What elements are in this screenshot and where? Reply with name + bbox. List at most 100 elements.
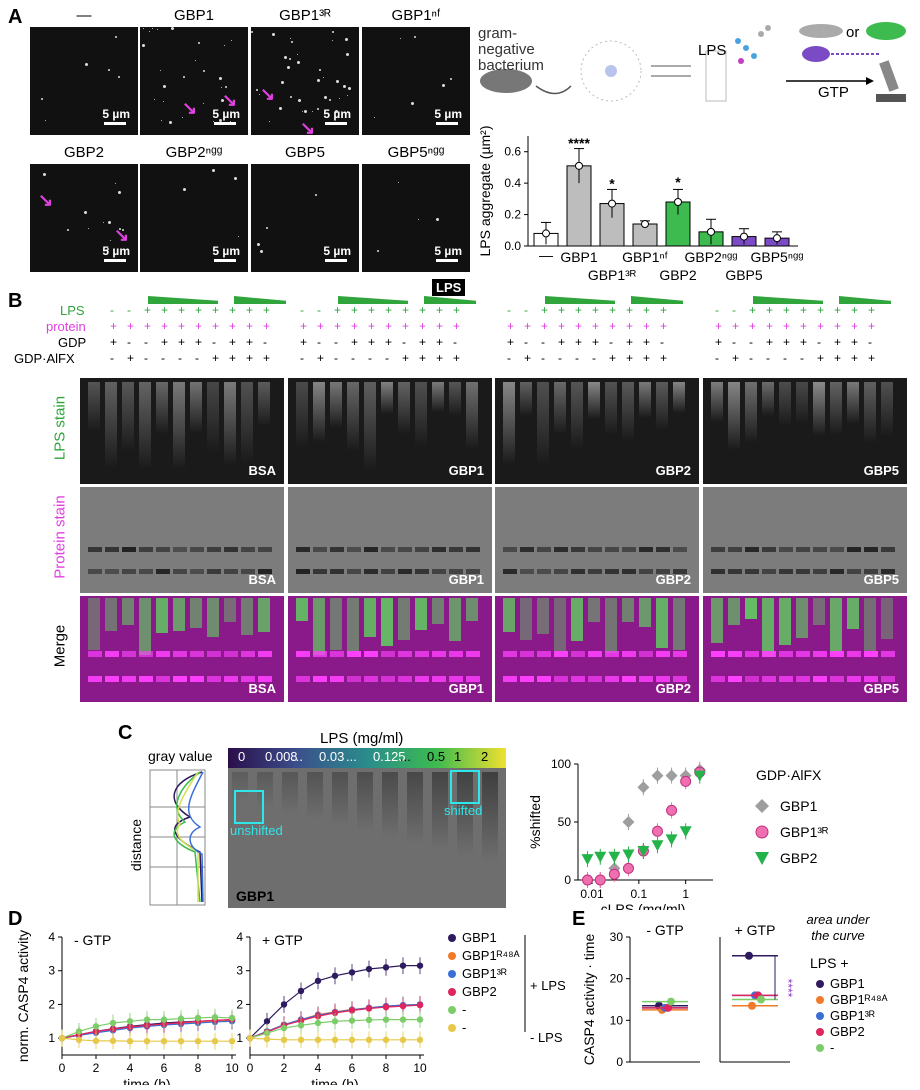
- x-tick-label: —: [539, 247, 553, 263]
- lane-symbol: +: [715, 335, 723, 349]
- scale-bar: [104, 122, 126, 125]
- data-point: [773, 234, 781, 243]
- data-point: [622, 816, 635, 828]
- micrograph-image: 5 µm: [30, 164, 138, 272]
- lane-symbol: -: [212, 335, 216, 349]
- lane-symbol: -: [263, 335, 267, 349]
- gel-band: [190, 651, 204, 657]
- gel-lane: [207, 598, 219, 637]
- gel-band: [588, 547, 602, 552]
- lane-symbol: +: [851, 319, 859, 333]
- scale-bar: [325, 122, 347, 125]
- gel-lane: [347, 382, 359, 451]
- gel-band: [139, 676, 153, 682]
- gel-band: [190, 569, 204, 574]
- gel-band: [847, 569, 861, 574]
- gel-name-label: GBP1: [448, 463, 484, 478]
- lane-symbol: -: [732, 335, 736, 349]
- micrograph-image: 5 µm: [362, 27, 470, 135]
- data-point: [92, 1023, 100, 1030]
- data-point: [143, 1016, 151, 1023]
- y-tick-label: 30: [610, 930, 624, 944]
- gel-band: [813, 651, 827, 657]
- lane-symbol: -: [592, 351, 596, 365]
- lps-gradient-wedge: [148, 296, 218, 304]
- gel-band: [881, 547, 895, 552]
- gel-band: [122, 651, 136, 657]
- gel-band: [381, 676, 395, 682]
- aggregate-dot: [347, 95, 348, 96]
- gel-band: [864, 569, 878, 574]
- data-point: [542, 229, 550, 238]
- lps-micelle: [580, 40, 642, 102]
- plus-lps-label: + LPS: [530, 978, 565, 993]
- gel-lane: [190, 598, 202, 628]
- gel-band: [520, 569, 534, 574]
- lane-symbol: +: [317, 319, 325, 333]
- lps-gradient-wedge: [424, 296, 476, 304]
- gel-lane: [415, 598, 427, 630]
- conc-colorbar: [228, 748, 506, 768]
- data-point: [314, 1036, 322, 1044]
- gel-band: [520, 676, 534, 682]
- x-tick-label: GBP2: [659, 267, 697, 283]
- gel-lane: [173, 598, 185, 631]
- gel-row-label: protein: [46, 319, 86, 334]
- lane-symbol: -: [144, 351, 148, 365]
- gel-band: [813, 547, 827, 552]
- subplot-title: - GTP: [646, 922, 683, 938]
- lps-gradient-wedge: [631, 296, 683, 304]
- aggregate-dot: [221, 87, 222, 88]
- scale-label: 5 µm: [323, 107, 351, 121]
- lane-symbol: +: [626, 335, 634, 349]
- data-point: [211, 1014, 219, 1021]
- lane-symbol: +: [110, 319, 118, 333]
- aggregate-dot: [143, 28, 144, 29]
- legend-marker: [755, 799, 769, 813]
- y-tick-label: 2: [236, 997, 243, 1011]
- gel-band: [830, 651, 844, 657]
- gel-band: [173, 651, 187, 657]
- subplot-title: + GTP: [262, 932, 303, 948]
- lane-symbol: -: [766, 351, 770, 365]
- lane-symbol: -: [368, 351, 372, 365]
- y-tick-label: 2: [48, 997, 55, 1011]
- panel-c-gel: LPS (mg/ml) 0 0.008... 0.03... 0.125... 0.5 1…: [228, 730, 506, 908]
- gel-lane: [673, 598, 685, 650]
- lane-symbol: +: [868, 319, 876, 333]
- gel-band: [745, 569, 759, 574]
- lane-symbol: +: [834, 335, 842, 349]
- gel-band: [656, 651, 670, 657]
- lane-symbol: -: [127, 335, 131, 349]
- data-point: [126, 1018, 134, 1025]
- lane-symbol: -: [402, 335, 406, 349]
- aggregate-dot: [297, 54, 298, 55]
- gel-band: [537, 676, 551, 682]
- lane-symbol: +: [558, 319, 566, 333]
- lane-symbol: +: [385, 335, 393, 349]
- gel-lane: [398, 382, 410, 434]
- lps-stain-tag: LPS: [432, 279, 466, 296]
- data-point: [331, 1018, 339, 1025]
- data-point: [594, 851, 607, 863]
- lane-symbol: +: [800, 303, 808, 317]
- gel-band: [588, 569, 602, 574]
- aggregate-dot: [298, 99, 301, 102]
- gel-lane: [622, 382, 634, 441]
- gel-band: [432, 547, 446, 552]
- lane-symbol: +: [575, 303, 583, 317]
- gel-band: [241, 676, 255, 682]
- y-tick-label: 0.4: [504, 176, 521, 190]
- data-point: [745, 951, 753, 960]
- x-tick-label: 8: [195, 1061, 202, 1075]
- arrow-icon: ↘: [182, 98, 198, 118]
- gel-band: [728, 569, 742, 574]
- data-point: [666, 804, 678, 816]
- lane-symbol: +: [732, 319, 740, 333]
- gel-lane: [779, 382, 791, 426]
- x-axis-label: time (h): [311, 1076, 358, 1085]
- gel-band: [258, 651, 272, 657]
- lane-symbol: +: [127, 319, 135, 333]
- gel-band: [156, 569, 170, 574]
- gel-band: [415, 651, 429, 657]
